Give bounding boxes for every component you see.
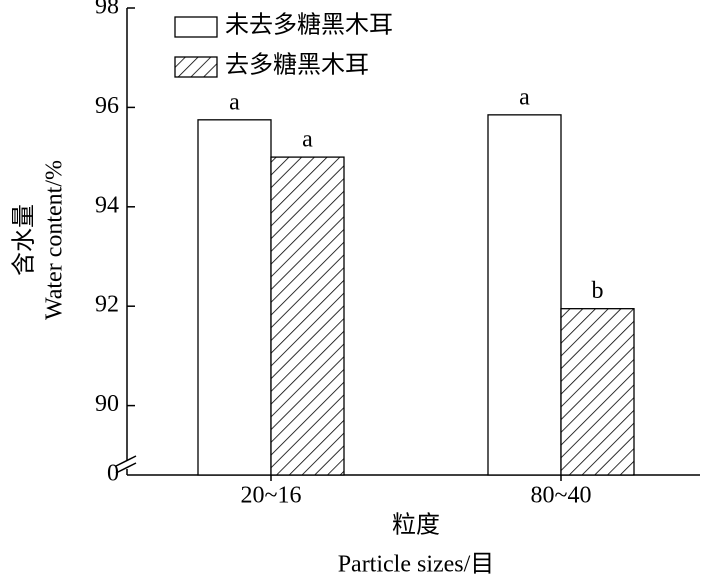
x-label: 粒度 bbox=[392, 512, 440, 539]
y-tick-label: 94 bbox=[95, 192, 119, 218]
bar bbox=[270, 156, 345, 476]
bar bbox=[487, 114, 562, 476]
x-label: Particle sizes/目 bbox=[338, 552, 495, 578]
significance-label: a bbox=[519, 84, 530, 110]
y-tick-label: 98 bbox=[95, 0, 119, 20]
y-label: Water content/% bbox=[42, 160, 68, 320]
bar bbox=[560, 308, 635, 476]
y-axis-title: 含水量 Water content/% bbox=[11, 160, 68, 320]
y-tick-label: 0 bbox=[107, 461, 119, 487]
y-tick-label: 90 bbox=[95, 391, 119, 417]
y-tick-label: 92 bbox=[95, 292, 119, 318]
axis-break bbox=[115, 455, 137, 467]
legend-label: 去多糖黑木耳 bbox=[225, 52, 369, 79]
x-tick-label: 20~16 bbox=[241, 483, 302, 509]
legend-label: 未去多糖黑木耳 bbox=[225, 12, 393, 39]
x-tick-label: 80~40 bbox=[531, 483, 592, 509]
legend-swatch bbox=[174, 56, 218, 78]
bar bbox=[197, 119, 272, 476]
significance-label: a bbox=[302, 127, 313, 153]
significance-label: b bbox=[592, 278, 604, 304]
axis-break bbox=[115, 462, 137, 474]
significance-label: a bbox=[229, 89, 240, 115]
y-tick-label: 96 bbox=[95, 93, 119, 119]
y-label: 含水量 bbox=[11, 204, 38, 276]
legend-swatch bbox=[174, 16, 218, 38]
